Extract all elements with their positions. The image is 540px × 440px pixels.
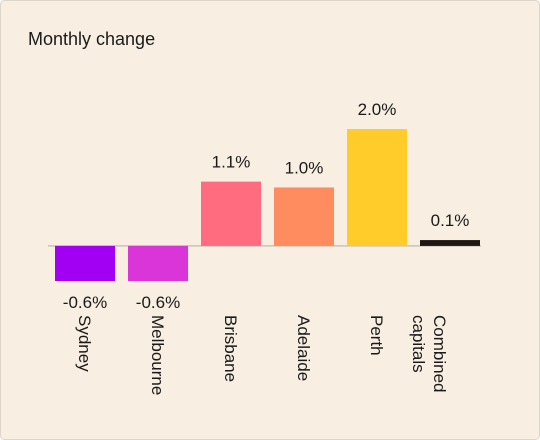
value-label: -0.6% — [136, 293, 180, 312]
x-tick-label: Adelaide — [294, 315, 313, 381]
value-label: -0.6% — [63, 293, 107, 312]
bar — [55, 245, 115, 281]
bar — [201, 181, 261, 246]
chart-title: Monthly change — [28, 29, 155, 49]
bar — [347, 129, 407, 246]
value-label: 2.0% — [358, 100, 397, 119]
bar — [420, 240, 480, 246]
x-tick-label: Melbourne — [148, 315, 167, 395]
x-tick-label: Brisbane — [221, 315, 240, 382]
value-label: 0.1% — [431, 211, 470, 230]
x-tick-label: Sydney — [75, 315, 94, 372]
value-label: 1.1% — [212, 153, 251, 172]
bar — [128, 245, 188, 281]
x-tick-label: Combinedcapitals — [409, 315, 449, 393]
x-tick-label: Perth — [367, 315, 386, 356]
value-label: 1.0% — [285, 158, 324, 177]
bar — [274, 187, 334, 246]
